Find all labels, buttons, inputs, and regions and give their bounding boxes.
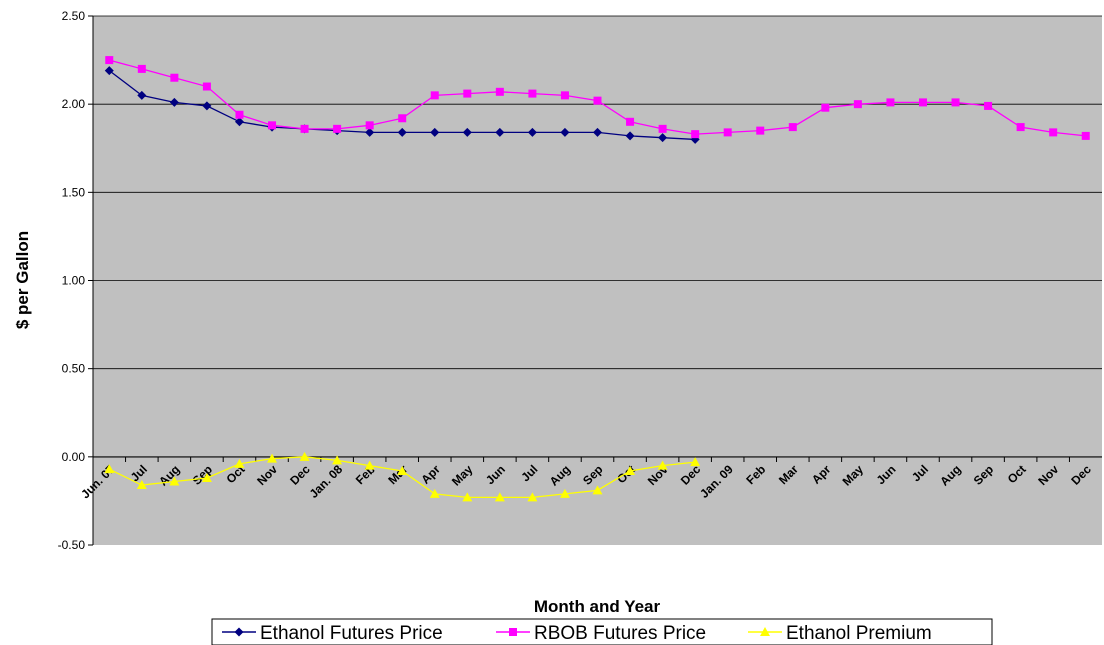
legend-item: Ethanol Premium <box>748 623 932 644</box>
data-point <box>430 127 440 137</box>
data-point <box>658 124 667 133</box>
data-point <box>234 117 244 127</box>
data-point <box>398 114 407 123</box>
data-point <box>429 488 440 498</box>
data-point <box>559 488 570 498</box>
data-point <box>430 91 439 100</box>
data-point <box>690 457 701 467</box>
data-point <box>918 98 927 107</box>
data-point <box>625 465 636 475</box>
legend-marker <box>509 628 517 636</box>
data-point <box>528 89 537 98</box>
data-point <box>560 127 570 137</box>
data-point <box>495 87 504 96</box>
data-point <box>658 133 668 143</box>
data-point <box>886 98 895 107</box>
legend-box <box>211 618 993 645</box>
data-point <box>300 124 309 133</box>
data-point <box>821 103 830 112</box>
y-tick-label: 1.00 <box>62 274 86 288</box>
legend-label: RBOB Futures Price <box>534 623 706 644</box>
y-tick-label: 0.50 <box>62 362 86 376</box>
data-point <box>105 56 114 65</box>
series-3 <box>104 451 701 502</box>
data-point <box>202 82 211 91</box>
data-point <box>1049 128 1058 137</box>
data-point <box>299 451 310 461</box>
data-point <box>593 127 602 137</box>
data-point <box>332 455 343 465</box>
data-point <box>463 89 472 98</box>
legend-label: Ethanol Premium <box>786 623 932 644</box>
data-point <box>984 101 993 110</box>
series-2 <box>105 56 1090 140</box>
data-point <box>723 128 732 137</box>
x-axis-title: Month and Year <box>534 597 661 616</box>
data-point <box>462 492 473 502</box>
y-tick-label: 2.00 <box>62 97 86 111</box>
data-point <box>626 117 635 126</box>
data-point <box>170 73 179 82</box>
data-point <box>527 127 537 137</box>
y-tick-label: -0.50 <box>58 538 86 552</box>
data-point <box>691 130 700 139</box>
data-point <box>104 464 115 474</box>
legend-item: Ethanol Futures Price <box>222 623 443 644</box>
data-point <box>234 458 245 468</box>
legend-marker <box>760 627 770 636</box>
data-point <box>1081 131 1090 140</box>
data-point <box>333 124 342 133</box>
data-point <box>201 472 212 482</box>
data-point <box>397 127 407 137</box>
data-point <box>365 121 374 130</box>
y-axis-title: $ per Gallon <box>13 231 32 329</box>
data-point <box>788 123 797 132</box>
data-point <box>137 90 147 100</box>
data-point <box>364 460 375 470</box>
data-point <box>169 97 179 107</box>
legend-item: RBOB Futures Price <box>496 623 706 644</box>
data-point <box>137 64 146 73</box>
data-point <box>495 127 505 137</box>
data-point <box>853 100 862 109</box>
data-point <box>397 465 408 475</box>
data-point <box>560 91 569 100</box>
data-point <box>592 485 603 495</box>
legend: Ethanol Futures Price RBOB Futures Price E… <box>211 618 993 645</box>
data-point <box>365 127 375 137</box>
data-point <box>104 66 114 76</box>
data-point <box>268 121 277 130</box>
data-point <box>462 127 472 137</box>
y-tick-label: 1.50 <box>62 185 86 199</box>
series-layer <box>104 56 1090 502</box>
data-point <box>136 480 147 490</box>
data-point <box>756 126 765 135</box>
legend-label: Ethanol Futures Price <box>260 623 443 644</box>
data-point <box>235 110 244 119</box>
data-point <box>593 96 602 105</box>
data-point <box>951 98 960 107</box>
y-tick-label: 2.50 <box>62 9 86 23</box>
y-axis-ticks: 2.50 2.00 1.50 1.00 0.50 0.00 -0.50 <box>58 9 93 552</box>
data-point <box>494 492 505 502</box>
data-point <box>202 101 212 111</box>
data-point <box>267 453 278 463</box>
data-point <box>527 492 538 502</box>
legend-marker <box>234 627 244 637</box>
data-point <box>169 476 180 486</box>
data-point <box>1016 123 1025 132</box>
data-point <box>625 131 635 141</box>
data-point <box>657 460 668 470</box>
y-tick-label: 0.00 <box>62 450 86 464</box>
